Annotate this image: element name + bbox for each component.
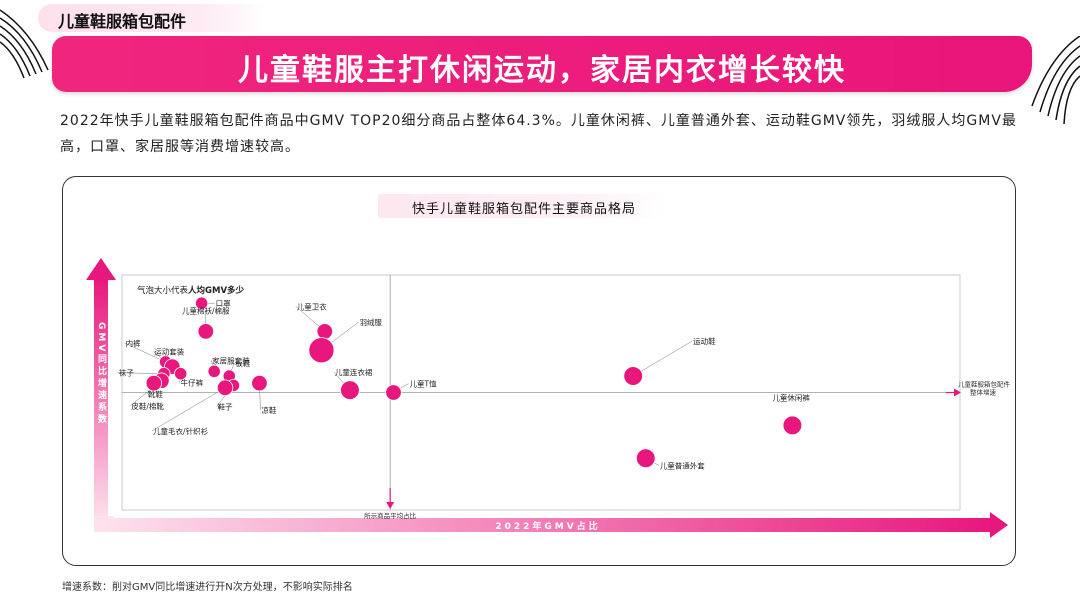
bubble-4	[207, 364, 221, 378]
bubble-1	[197, 323, 215, 340]
x-axis-label: 2022年GMV占比	[495, 520, 600, 532]
footnote: 增速系数：削对GMV同比增速进行开N次方处理，不影响实际排名	[62, 582, 353, 593]
chart-title: 快手儿童鞋服箱包配件主要商品格局	[412, 202, 637, 217]
reference-x-label: 所示商品平均占比	[364, 511, 417, 520]
bubble-18	[782, 415, 803, 436]
reference-arrowhead-right	[954, 388, 961, 397]
bubble-6	[174, 367, 188, 381]
bubble-label-13: 儿童卫衣	[297, 301, 327, 311]
bubble-0	[195, 296, 209, 310]
description: 2022年快手儿童鞋服箱包配件商品中GMV TOP20细分商品占整体64.3%。…	[60, 113, 1017, 155]
bubble-12	[216, 379, 234, 397]
bubble-label-8: 皮鞋/棉靴	[131, 401, 164, 411]
bubble-leader-2	[124, 342, 166, 363]
bubble-label-18: 儿童休闲裤	[772, 392, 810, 402]
bubble-label-4: 家居服套装	[212, 355, 250, 365]
bubble-leader-12	[151, 387, 226, 432]
reference-y-label-line2: 整体增速	[970, 388, 997, 397]
reference-y-label-line1: 儿童鞋服箱包配件	[958, 380, 1011, 389]
bubble-14	[308, 337, 335, 364]
size-note-prefix: 气泡大小代表	[137, 285, 189, 296]
bubble-9	[251, 374, 268, 392]
bubble-label-6: 牛仔裤	[181, 378, 204, 388]
decorative-stripes-left	[0, 9, 49, 79]
headline-banner: 儿童鞋服主打休闲运动，家居内衣增长较快	[52, 36, 1032, 92]
bubble-label-17: 运动鞋	[693, 336, 716, 346]
bubble-label-9: 凉鞋	[261, 405, 276, 415]
bubble-label-16: 儿童T恤	[410, 379, 438, 389]
bubble-label-19: 儿童普通外套	[660, 460, 705, 470]
bubble-label-2: 内裤	[126, 338, 141, 348]
bubble-19	[635, 448, 656, 469]
bubble-15	[340, 380, 360, 400]
size-note-bold: 人均GMV多少	[188, 285, 245, 296]
bubble-17	[623, 366, 643, 386]
chart-title-box: 快手儿童鞋服箱包配件主要商品格局	[378, 194, 668, 218]
headline: 儿童鞋服主打休闲运动，家居内衣增长较快	[238, 53, 846, 88]
bubble-label-5: 袜子	[119, 368, 134, 378]
bubble-label-3: 运动套装	[154, 347, 184, 357]
chart-panel	[62, 176, 1016, 566]
x-axis	[94, 512, 1008, 538]
section-tag: 儿童鞋服箱包配件	[38, 4, 268, 32]
reference-arrowhead-down	[386, 502, 395, 509]
bubble-label-15: 儿童连衣裙	[335, 367, 373, 377]
size-legend-note: 气泡大小代表人均GMV多少	[137, 285, 245, 296]
bubble-leader-17	[633, 340, 693, 377]
y-axis-label: GMV同比增速系数	[96, 322, 107, 426]
bubble-label-14: 羽绒服	[359, 317, 382, 327]
bubble-16	[385, 384, 402, 401]
bubble-13	[316, 323, 333, 340]
bubble-label-1: 儿童棉袄/棉服	[182, 305, 230, 315]
bubble-label-11: 靴鞋	[148, 389, 163, 399]
section-label: 儿童鞋服箱包配件	[58, 12, 187, 31]
decorative-stripes-right	[1031, 36, 1080, 125]
bubble-leader-5	[117, 372, 164, 374]
bubble-label-0: 口罩	[216, 299, 231, 308]
bubble-11	[145, 374, 163, 392]
bubble-label-7: 板鞋	[235, 358, 250, 368]
bubble-label-12: 儿童毛衣/针织衫	[153, 426, 209, 436]
bubble-label-10: 鞋子	[217, 401, 232, 411]
